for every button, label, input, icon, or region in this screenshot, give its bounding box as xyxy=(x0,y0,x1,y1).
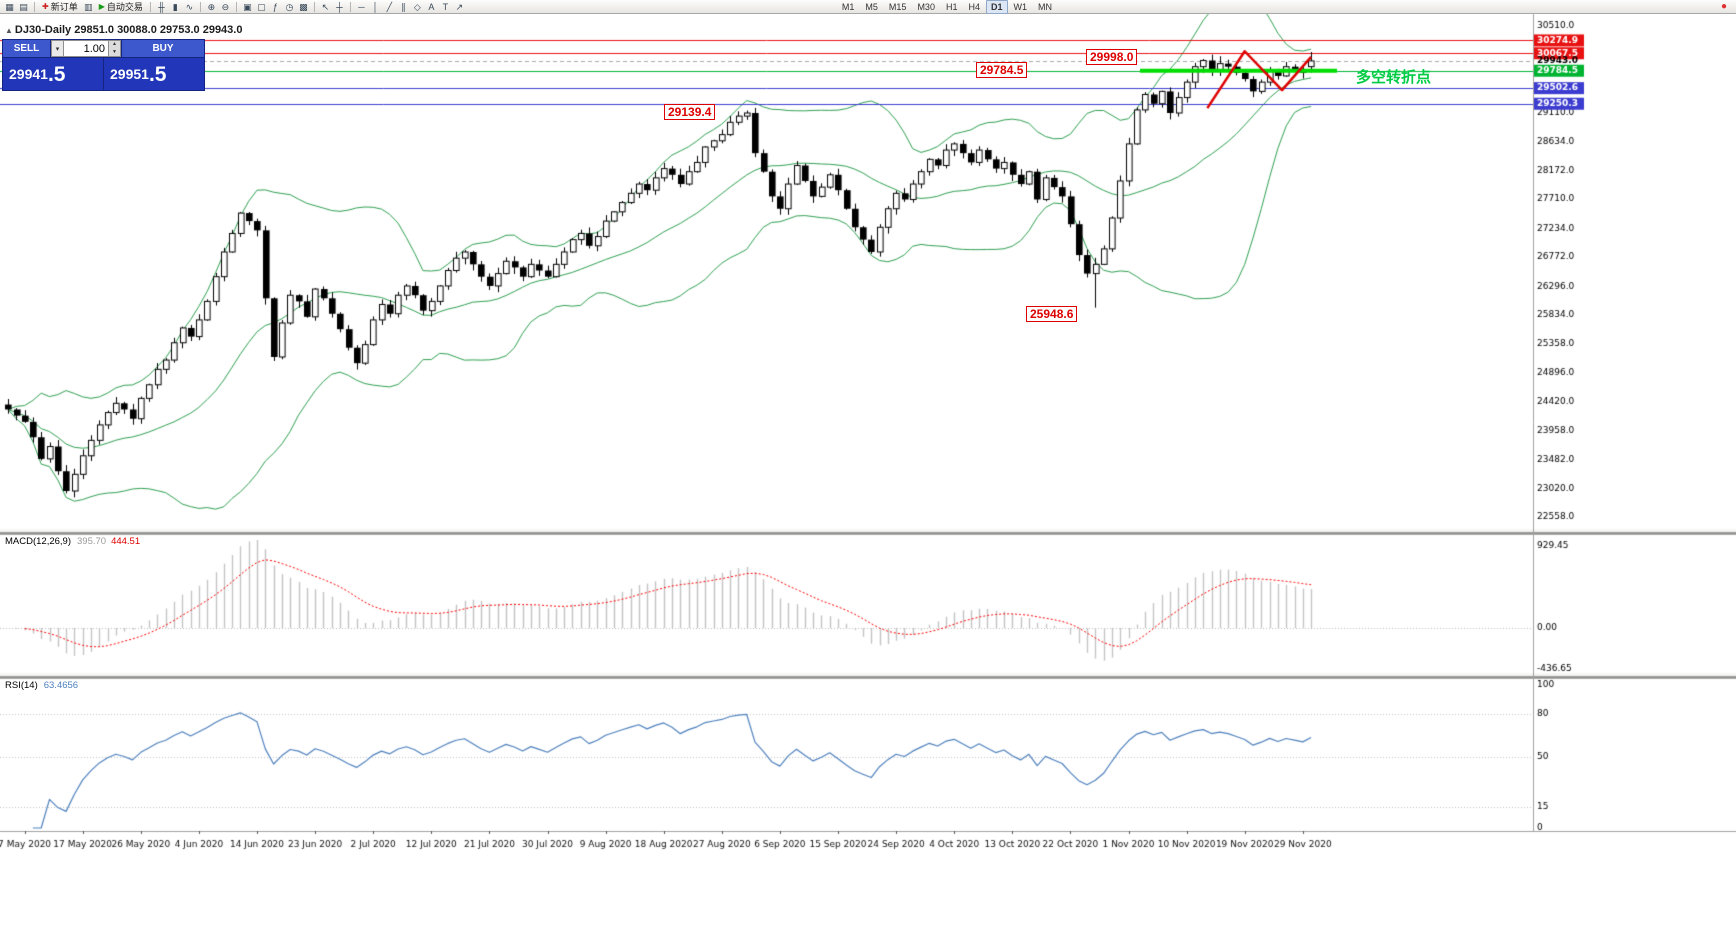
market-watch-icon[interactable]: ▥ xyxy=(83,1,93,12)
volume-down-icon[interactable]: ▼ xyxy=(109,48,120,56)
horizontal-line-icon[interactable]: ─ xyxy=(358,1,365,12)
timeframe-button-MN[interactable]: MN xyxy=(1038,1,1052,12)
one-click-trade-panel: SELL ▾ 1.00 ▲ ▼ BUY 29941.5 29951.5 xyxy=(2,39,205,91)
periods-icon[interactable]: ◷ xyxy=(285,1,294,12)
macd-label: MACD(12,26,9) 395.70 444.51 xyxy=(5,536,140,547)
macd-main-value: 395.70 xyxy=(77,536,107,547)
text-label-icon[interactable]: T xyxy=(442,1,449,12)
cascade-windows-icon[interactable]: ▢ xyxy=(257,1,266,12)
timeframe-button-M15[interactable]: M15 xyxy=(888,1,907,12)
new-order-button-label: 新订单 xyxy=(50,2,78,12)
macd-name: MACD(12,26,9) xyxy=(5,536,71,547)
buy-price-pip: .5 xyxy=(148,62,167,86)
text-icon[interactable]: A xyxy=(428,1,435,12)
toolbar-separator xyxy=(313,1,315,12)
new-order-button-icon: ✚ xyxy=(42,2,49,11)
price-annotation: 29998.0 xyxy=(1086,49,1138,65)
crosshair-icon[interactable]: ┼ xyxy=(336,1,343,12)
volume-input[interactable]: 1.00 xyxy=(64,40,109,57)
arrow-tool-icon[interactable]: ↗ xyxy=(455,1,464,12)
auto-trading-button[interactable]: ▶ 自动交易 xyxy=(96,0,146,13)
toolbar-separator xyxy=(199,1,201,12)
vertical-line-icon[interactable]: │ xyxy=(372,1,379,12)
sell-button[interactable]: SELL xyxy=(3,40,51,57)
volume-dropdown[interactable]: ▾ xyxy=(51,40,64,57)
profiles-icon[interactable]: ▤ xyxy=(19,1,28,12)
record-icon[interactable]: ● xyxy=(1720,0,1727,12)
toolbar-separator xyxy=(235,1,237,12)
note-text: 多空转折点 xyxy=(1356,69,1432,86)
new-order-button[interactable]: ✚ 新订单 xyxy=(39,0,81,13)
toolbar-separator xyxy=(349,1,351,12)
toolbar-separator xyxy=(34,1,35,12)
timeframe-button-H4[interactable]: H4 xyxy=(968,1,980,12)
timeframe-button-H1[interactable]: H1 xyxy=(945,1,958,12)
sell-price-pip: .5 xyxy=(47,62,66,86)
chart-title: ▲ DJ30-Daily 29851.0 30088.0 29753.0 2994… xyxy=(5,24,242,36)
buy-button[interactable]: BUY xyxy=(121,40,204,57)
indicators-icon[interactable]: ƒ xyxy=(272,1,278,12)
zoom-in-icon[interactable]: ⊕ xyxy=(207,1,216,12)
tile-windows-icon[interactable]: ▣ xyxy=(243,1,252,12)
timeframe-button-D1[interactable]: D1 xyxy=(985,0,1008,14)
timeframe-group: M1 M5 M15 M30 H1 H4 D1 W1 MN xyxy=(837,0,1057,14)
rsi-value: 63.4656 xyxy=(43,680,79,691)
timeframe-button-M30[interactable]: M30 xyxy=(917,1,935,12)
line-chart-icon[interactable]: ∿ xyxy=(185,1,194,12)
rsi-label: RSI(14) 63.4656 xyxy=(5,680,78,691)
cursor-icon[interactable]: ↖ xyxy=(321,1,330,12)
timeframe-button-M1[interactable]: M1 xyxy=(841,1,855,12)
templates-icon[interactable]: ▩ xyxy=(299,1,308,12)
price-annotation: 29784.5 xyxy=(976,62,1028,78)
toolbar: ▦ ▤ ✚ 新订单 ▥ ▶ 自动交易 ╫ ▮ ∿ ⊕ ⊖ ▣ ▢ ƒ ◷ ▩ ↖ ┼ ─ │ ╱ ∥ ◇ A T ↗ M1 M5 M15 M… xyxy=(0,0,1736,14)
price-annotation: 29139.4 xyxy=(664,104,716,120)
macd-signal-value: 444.51 xyxy=(111,536,141,547)
buy-price[interactable]: 29951.5 xyxy=(104,58,204,90)
candlestick-chart-icon[interactable]: ▮ xyxy=(172,1,178,12)
volume-up-icon[interactable]: ▲ xyxy=(109,41,120,49)
auto-trading-button-label: 自动交易 xyxy=(106,2,143,12)
new-chart-icon[interactable]: ▦ xyxy=(5,1,14,12)
sell-price[interactable]: 29941.5 xyxy=(3,58,104,90)
channel-icon[interactable]: ∥ xyxy=(401,1,406,12)
buy-price-main: 29951 xyxy=(110,66,149,82)
volume-stepper[interactable]: ▲ ▼ xyxy=(109,40,121,57)
timeframe-button-M5[interactable]: M5 xyxy=(865,1,878,12)
price-annotation: 25948.6 xyxy=(1026,306,1078,322)
shapes-icon[interactable]: ◇ xyxy=(413,1,421,12)
timeframe-button-W1[interactable]: W1 xyxy=(1013,1,1028,12)
toolbar-separator xyxy=(149,1,151,12)
rsi-name: RSI(14) xyxy=(5,680,38,691)
trendline-icon[interactable]: ╱ xyxy=(386,1,393,12)
auto-trading-button-icon: ▶ xyxy=(98,2,105,11)
zoom-out-icon[interactable]: ⊖ xyxy=(221,1,230,12)
chart-marker-icon: ▲ xyxy=(5,26,13,35)
sell-price-main: 29941 xyxy=(9,66,48,82)
chart-ohlc-values: 29851.0 30088.0 29753.0 29943.0 xyxy=(74,24,243,36)
bars-chart-icon[interactable]: ╫ xyxy=(158,1,165,12)
chart-symbol-period: DJ30-Daily xyxy=(14,24,72,36)
